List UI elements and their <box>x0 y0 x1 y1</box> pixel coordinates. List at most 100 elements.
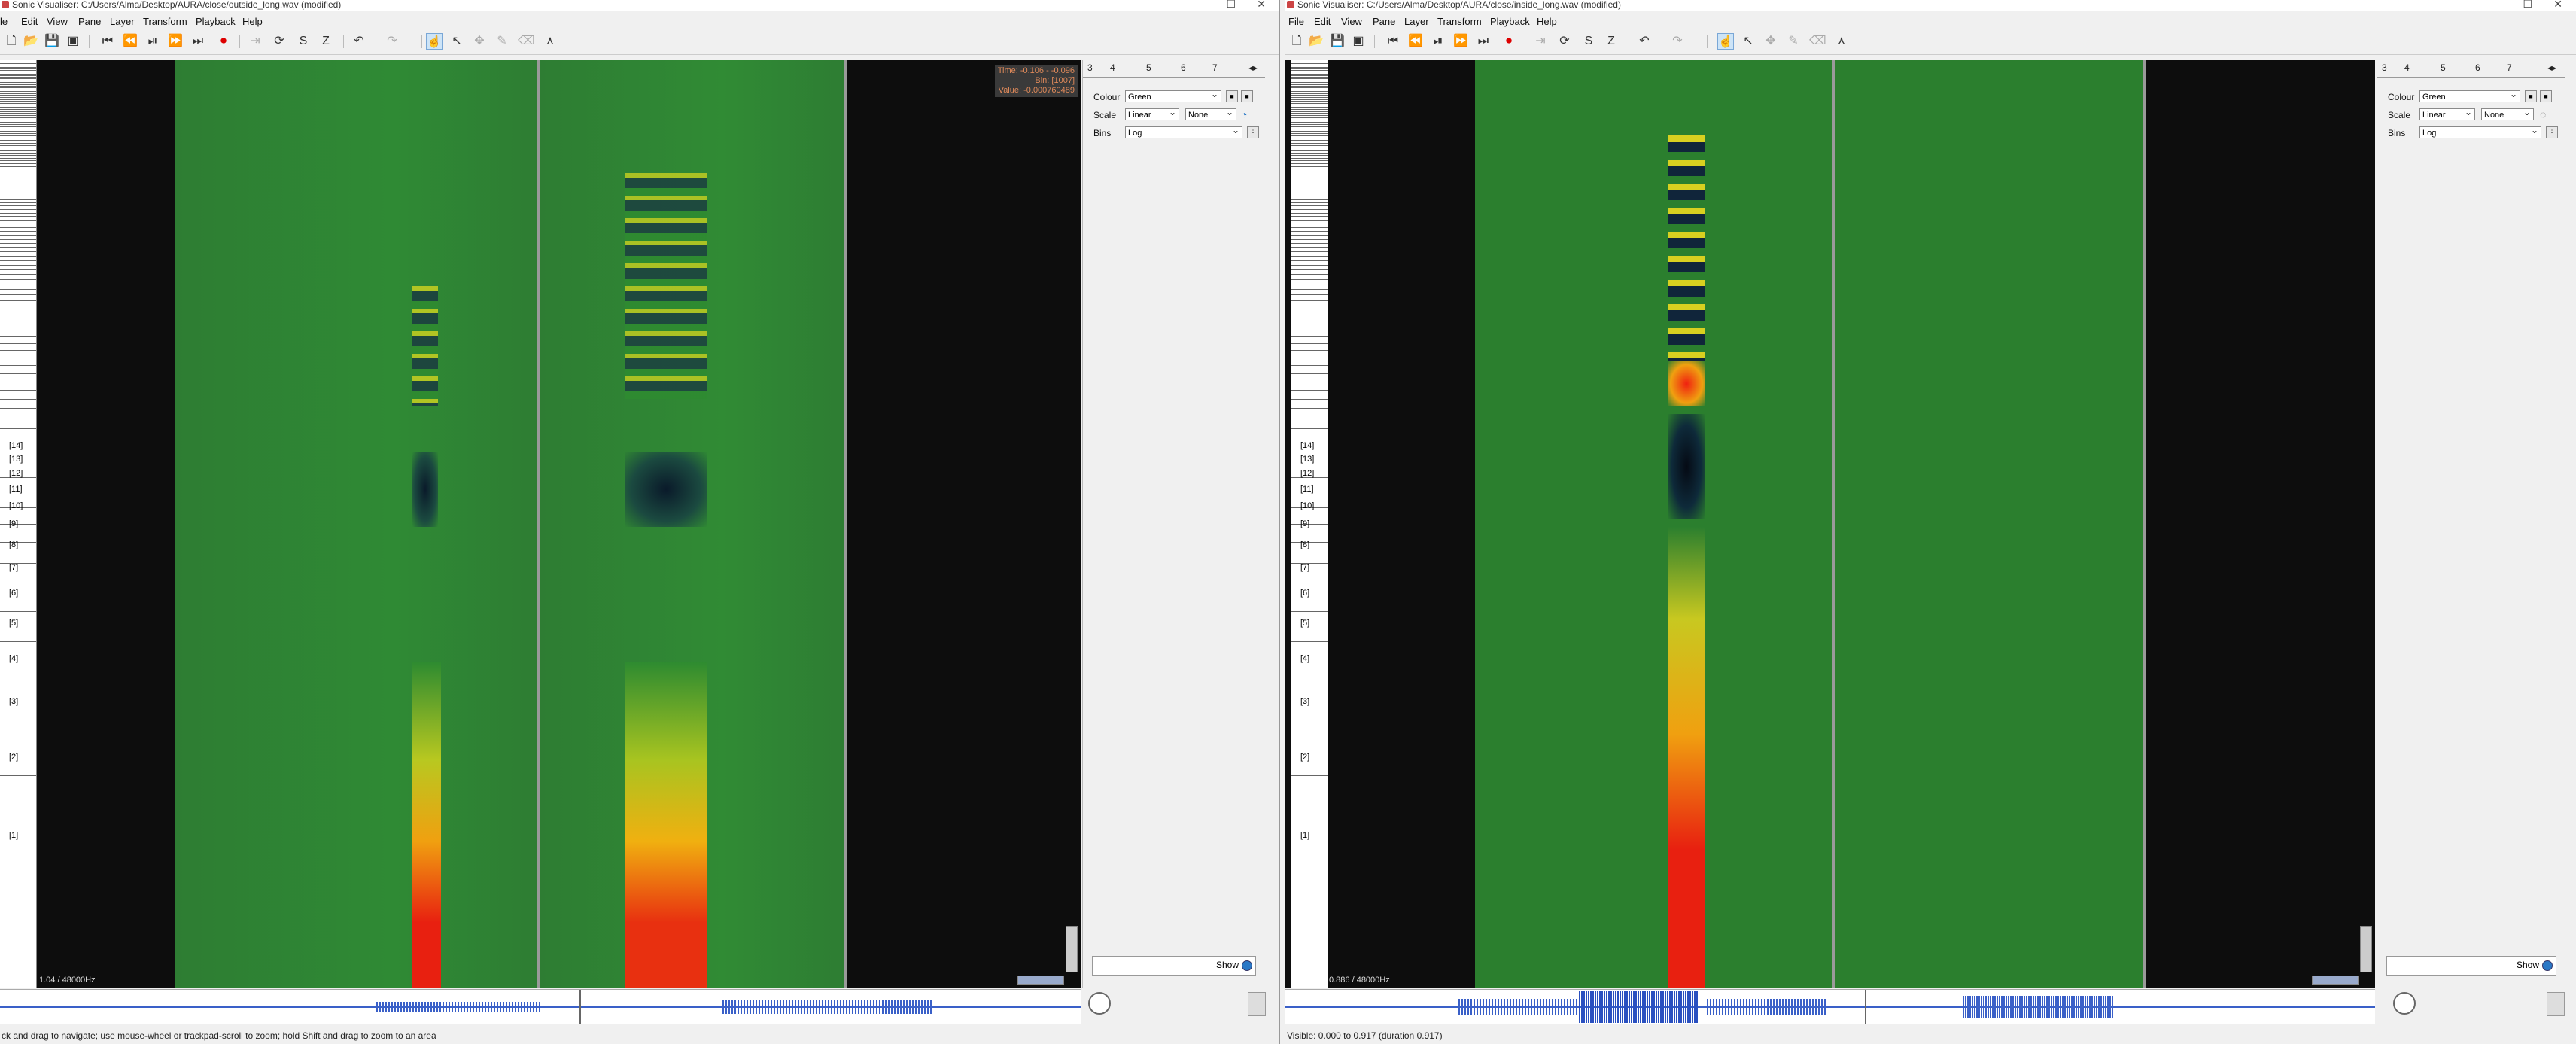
maximize-icon[interactable]: ☐ <box>1226 0 1236 10</box>
ffwd-end-icon[interactable]: ⏭ <box>1477 35 1489 47</box>
play-pause-icon[interactable]: ⏯ <box>148 35 158 47</box>
colour-select[interactable]: Green <box>2419 88 2520 102</box>
bins-select[interactable]: Log <box>2419 124 2541 138</box>
menu-file[interactable]: File <box>1288 16 1304 27</box>
record-icon[interactable]: ⏺ <box>1505 35 1512 47</box>
select-icon[interactable]: ↖ <box>1743 35 1753 47</box>
tab-layer-5[interactable]: 5 <box>1146 62 1151 73</box>
playback-speed-knob[interactable] <box>2393 992 2416 1015</box>
save-session-icon[interactable]: ▣ <box>67 35 79 47</box>
tab-layer-3[interactable]: 3 <box>1087 62 1093 73</box>
menu-view[interactable]: View <box>1341 16 1362 27</box>
menu-layer[interactable]: Layer <box>110 16 135 27</box>
colour-select[interactable]: Green <box>1125 88 1221 102</box>
menu-playback[interactable]: Playback <box>196 16 236 27</box>
save-icon[interactable]: 💾 <box>44 35 59 47</box>
playback-speed-knob[interactable] <box>1088 992 1111 1015</box>
minimize-icon[interactable]: – <box>1202 0 1208 10</box>
play-selection-icon[interactable]: ⇥ <box>1535 35 1546 47</box>
maximize-icon[interactable]: ☐ <box>2523 0 2532 10</box>
overview-options-button[interactable] <box>1248 992 1266 1016</box>
menu-file[interactable]: le <box>0 16 8 27</box>
playhead[interactable] <box>1865 990 1866 1024</box>
bins-select[interactable]: Log <box>1125 124 1242 138</box>
menu-transform[interactable]: Transform <box>143 16 187 27</box>
rewind-icon[interactable]: ⏪ <box>1408 35 1423 47</box>
tab-scroll-arrows[interactable]: ◂▸ <box>2547 62 2557 73</box>
tab-layer-6[interactable]: 6 <box>2475 62 2480 73</box>
overview-options-button[interactable] <box>2547 992 2565 1016</box>
record-icon[interactable]: ⏺ <box>220 35 227 47</box>
tab-scroll-arrows[interactable]: ◂▸ <box>1248 62 1258 73</box>
tab-layer-4[interactable]: 4 <box>2404 62 2410 73</box>
tab-layer-6[interactable]: 6 <box>1181 62 1186 73</box>
frequency-scale[interactable]: [1] [2] [3] [4] [5] [6] [7] [8] [9] [10] [11] [12] [… <box>0 60 37 988</box>
new-file-icon[interactable]: 🗋 <box>6 35 17 47</box>
region-divider[interactable] <box>537 60 540 988</box>
undo-icon[interactable]: ↶ <box>1639 35 1650 47</box>
bins-option-button[interactable]: ⋮ <box>1247 126 1259 138</box>
horizontal-zoom-wheel[interactable] <box>1017 976 1064 985</box>
select-icon[interactable]: ↖ <box>452 35 462 47</box>
measure-icon[interactable]: ⋏ <box>1837 35 1846 47</box>
overview-waveform[interactable] <box>1285 989 2375 1024</box>
menu-edit[interactable]: Edit <box>21 16 38 27</box>
navigate-icon[interactable]: ☝ <box>1717 33 1734 50</box>
colour-option-button[interactable]: ■ <box>1241 90 1253 102</box>
colour-option-button[interactable]: ■ <box>1226 90 1238 102</box>
spectrogram-pane[interactable]: [1] [2] [3] [4] [5] [6] [7] [8] [9] [10] [11] [12] [… <box>0 60 1081 988</box>
show-toggle[interactable] <box>1242 960 1252 971</box>
rewind-icon[interactable]: ⏪ <box>123 35 138 47</box>
fast-forward-icon[interactable]: ⏩ <box>168 35 183 47</box>
redo-icon[interactable]: ↷ <box>387 35 397 47</box>
menu-playback[interactable]: Playback <box>1490 16 1530 27</box>
overview-waveform[interactable] <box>0 989 1081 1024</box>
undo-icon[interactable]: ↶ <box>354 35 364 47</box>
tab-layer-7[interactable]: 7 <box>1212 62 1218 73</box>
normalization-select[interactable]: None <box>1185 106 1236 120</box>
menu-pane[interactable]: Pane <box>1373 16 1396 27</box>
redo-icon[interactable]: ↷ <box>1672 35 1683 47</box>
menu-help[interactable]: Help <box>1537 16 1557 27</box>
menu-help[interactable]: Help <box>242 16 263 27</box>
bins-option-button[interactable]: ⋮ <box>2546 126 2558 138</box>
gain-knob-icon[interactable]: ◔ <box>1241 108 1248 120</box>
normalization-select[interactable]: None <box>2481 106 2534 120</box>
tab-layer-7[interactable]: 7 <box>2507 62 2512 73</box>
open-icon[interactable]: 📂 <box>23 35 38 47</box>
erase-icon[interactable]: ⌫ <box>518 35 535 47</box>
horizontal-zoom-wheel[interactable] <box>2312 976 2359 985</box>
move-icon[interactable]: ✥ <box>474 35 485 47</box>
fast-forward-icon[interactable]: ⏩ <box>1453 35 1468 47</box>
vertical-zoom-wheel[interactable] <box>2360 926 2372 972</box>
normalize-icon[interactable]: Z <box>322 35 330 47</box>
minimize-icon[interactable]: – <box>2498 0 2505 10</box>
menu-view[interactable]: View <box>47 16 68 27</box>
scale-select[interactable]: Linear <box>1125 106 1179 120</box>
draw-icon[interactable]: ✎ <box>497 35 507 47</box>
colour-option-button[interactable]: ■ <box>2525 90 2537 102</box>
scale-select[interactable]: Linear <box>2419 106 2475 120</box>
play-selection-icon[interactable]: ⇥ <box>250 35 260 47</box>
solo-icon[interactable]: S <box>299 35 308 47</box>
close-icon[interactable]: ✕ <box>2553 0 2562 10</box>
show-toggle[interactable] <box>2542 960 2553 971</box>
vertical-zoom-wheel[interactable] <box>1066 926 1078 972</box>
tab-layer-4[interactable]: 4 <box>1110 62 1115 73</box>
open-icon[interactable]: 📂 <box>1309 35 1324 47</box>
region-divider[interactable] <box>1832 60 1835 988</box>
colour-option-button[interactable]: ■ <box>2540 90 2552 102</box>
frequency-scale[interactable]: [1] [2] [3] [4] [5] [6] [7] [8] [9] [10] [11] [12] [… <box>1291 60 1328 988</box>
save-icon[interactable]: 💾 <box>1330 35 1345 47</box>
loop-icon[interactable]: ⟳ <box>1559 35 1570 47</box>
playhead[interactable] <box>579 990 581 1024</box>
region-divider[interactable] <box>2143 60 2146 988</box>
menu-transform[interactable]: Transform <box>1437 16 1482 27</box>
rewind-start-icon[interactable]: ⏮ <box>102 35 114 47</box>
loop-icon[interactable]: ⟳ <box>274 35 284 47</box>
menu-layer[interactable]: Layer <box>1404 16 1429 27</box>
draw-icon[interactable]: ✎ <box>1788 35 1799 47</box>
close-icon[interactable]: ✕ <box>1257 0 1266 10</box>
solo-icon[interactable]: S <box>1584 35 1593 47</box>
measure-icon[interactable]: ⋏ <box>546 35 555 47</box>
